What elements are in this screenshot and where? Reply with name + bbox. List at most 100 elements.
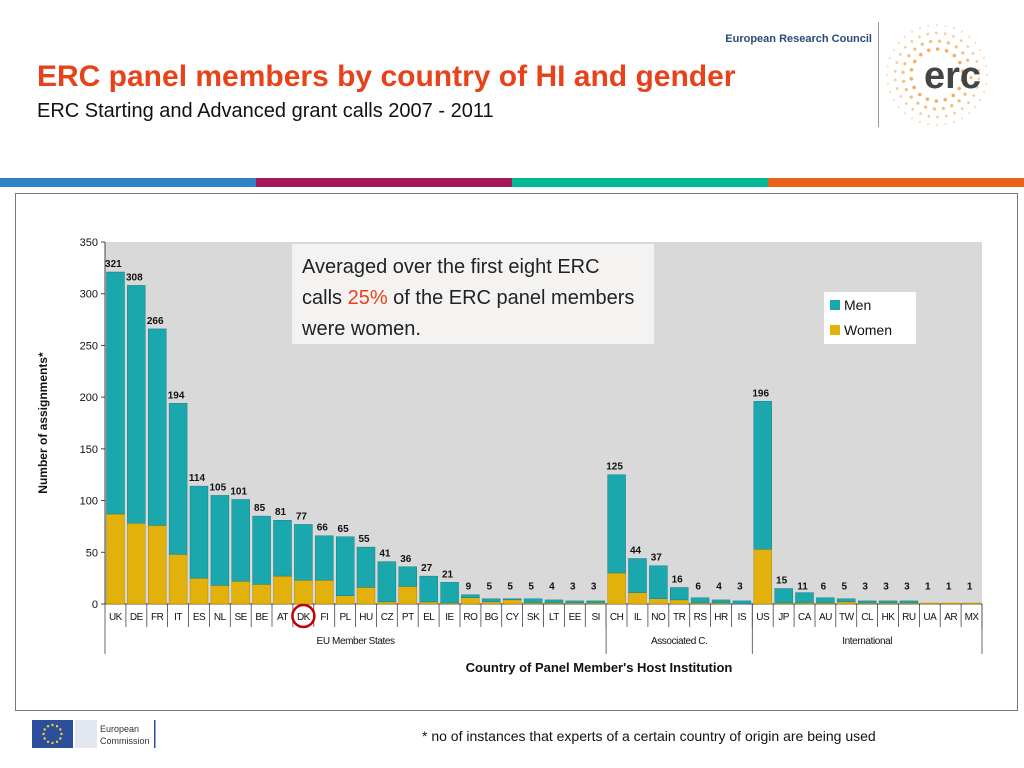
category-label-is: IS [738,612,747,623]
bar-men-si [586,600,605,604]
logo-dot [935,123,939,127]
data-label-cy: 5 [507,582,513,593]
data-label-hu: 55 [358,534,370,545]
logo-dot [960,107,964,110]
logo-dot [917,92,922,97]
logo-dot [897,41,900,44]
bar-women-no [649,598,668,605]
logo-dot [951,93,955,98]
logo-dot [910,40,914,43]
bar-men-fi [315,535,334,581]
data-label-uk: 321 [105,259,122,270]
data-label-mx: 1 [967,582,973,593]
bar-women-tw [837,601,856,605]
eu-star [43,737,46,740]
logo-dot [892,48,895,52]
data-label-ch: 125 [606,462,623,473]
category-label-ar: AR [944,612,957,623]
logo-dot [967,101,970,105]
category-label-ru: RU [902,612,916,623]
category-label-it: IT [174,612,182,623]
data-label-es: 114 [189,473,206,484]
data-label-sk: 5 [528,582,534,593]
eu-star [51,723,54,727]
bar-men-cz [377,561,397,603]
color-stripe-orange [768,178,1024,187]
logo-dot [918,35,921,39]
logo-dot [916,101,920,105]
logo-dot [888,91,892,94]
bar-men-dk [294,524,313,581]
logo-dot [934,99,939,103]
bar-men-jp [774,588,793,604]
bar-men-de [127,285,146,524]
y-tick-label: 0 [92,599,98,611]
eu-logo-line2: Commission [100,736,150,746]
bar-women-uk [106,513,125,605]
data-label-dk: 77 [296,511,308,522]
logo-dot [985,73,989,77]
category-label-us: US [756,612,770,623]
category-label-ca: CA [798,612,812,623]
bar-women-es [189,577,209,605]
eu-star [55,725,59,728]
bar-women-nl [210,585,230,605]
page-subtitle: ERC Starting and Advanced grant calls 20… [37,100,494,122]
bar-men-hk [878,600,898,604]
bar-women-us [753,549,772,605]
logo-dot [953,111,956,115]
logo-dot [958,60,962,65]
bar-men-ch [607,474,626,574]
bar-men-hr [711,599,731,604]
bar-men-lt [544,599,564,604]
bar-men-ca [795,592,814,604]
logo-dot [944,49,949,53]
logo-dot [979,98,982,102]
logo-dot [910,30,914,33]
eu-star [59,737,62,740]
logo-dot [985,65,988,68]
callout-text-after: of the ERC panel members were women. [302,287,635,340]
legend-item-women: Women [830,322,892,338]
logo-dot [982,56,986,60]
data-label-de: 308 [126,272,143,283]
bar-men-no [649,565,668,600]
logo-dot [954,45,958,49]
org-name: European Research Council [725,33,872,45]
logo-dot [941,106,945,111]
data-label-ro: 9 [466,582,472,593]
bar-men-sk [523,598,543,604]
data-label-nl: 105 [209,482,226,493]
bar-men-cl [858,600,877,604]
bar-men-el [419,575,438,603]
logo-dot [950,104,954,108]
bar-men-pt [398,566,417,587]
bar-women-fr [147,525,167,605]
logo-dot [888,56,892,60]
logo-dot [977,68,981,72]
logo-dot [971,52,975,55]
erc-logo: erc [885,23,989,127]
bar-men-ee [565,600,584,604]
color-stripe-magenta [256,178,512,187]
logo-dot [966,45,970,48]
logo-dot [886,82,889,85]
group-label: Associated C. [651,636,708,647]
category-label-si: SI [591,612,599,623]
logo-dot [911,107,915,111]
logo-dot [904,45,907,49]
logo-dot [979,48,982,52]
data-label-pt: 36 [400,554,412,565]
logo-dot [920,42,924,46]
group-label: International [842,636,892,647]
eu-logo-banner [75,720,97,748]
bar-men-au [816,597,835,604]
y-axis-title: Number of assignments* [36,352,50,494]
category-label-at: AT [277,612,288,623]
data-label-jp: 15 [776,576,788,587]
bar-women-el [419,601,438,605]
legend-swatch-men [830,300,840,310]
logo-dot [897,106,900,109]
data-label-at: 81 [275,507,287,518]
bar-men-cy [503,598,522,600]
